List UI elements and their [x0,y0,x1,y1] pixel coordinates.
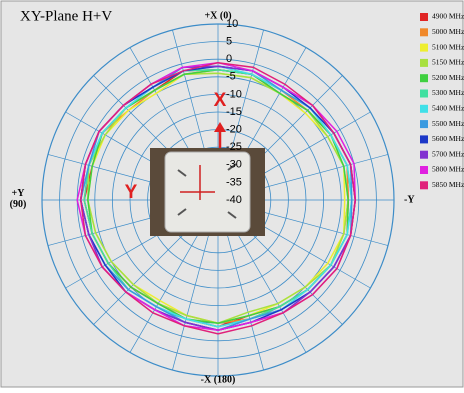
r-tick-label: -10 [226,88,242,100]
r-tick-label: 10 [226,18,238,30]
grid-ring [112,94,324,306]
direction-left: +Y (90) [10,188,27,210]
direction-top: +X (0) [204,10,231,21]
chart-title: XY-Plane H+V [20,8,112,24]
legend-swatch [420,58,428,67]
legend-swatch [420,150,428,159]
dut-photo [150,148,265,236]
legend-swatch [420,166,428,174]
legend-label: 5300 MHz [432,88,464,97]
legend-label: 5600 MHz [432,134,464,143]
legend-label: 5100 MHz [432,42,464,51]
legend-label: 4900 MHz [432,12,464,21]
r-tick-label: -30 [226,159,242,171]
annotation-x: X [214,90,227,111]
direction-right: -Y [404,194,415,205]
r-tick-label: -5 [226,71,236,83]
legend-label: 5700 MHz [432,149,464,158]
legend-swatch [420,104,428,113]
legend-label: 5000 MHz [432,27,464,36]
legend-swatch [420,28,428,37]
r-tick-label: -15 [226,106,242,118]
grid-ring [129,111,307,289]
trace [79,65,353,328]
legend-swatch [420,13,428,21]
legend-label: 5200 MHz [432,73,464,82]
grid-ring [41,23,395,377]
r-tick-label: -40 [226,194,242,206]
r-tick-label: 0 [226,53,232,65]
grid-ring [59,41,377,359]
direction-bottom: -X (180) [201,374,236,385]
r-tick-label: -25 [226,141,242,153]
legend-swatch [420,43,428,52]
legend-swatch [420,181,428,190]
annotation-y: Y [125,182,138,203]
legend-label: 5500 MHz [432,119,464,128]
r-tick-label: -35 [226,176,242,188]
legend-label: 5850 MHz [432,180,464,189]
legend-swatch [420,135,428,144]
x-arrow-head [214,122,226,132]
legend-label: 5800 MHz [432,165,464,174]
r-tick-label: -20 [226,124,242,136]
legend-label: 5400 MHz [432,104,464,113]
trace [79,61,357,335]
legend-swatch [420,74,428,83]
legend-swatch [420,89,428,98]
legend-label: 5150 MHz [432,58,464,67]
legend-swatch [420,120,428,129]
r-tick-label: 5 [226,36,232,48]
